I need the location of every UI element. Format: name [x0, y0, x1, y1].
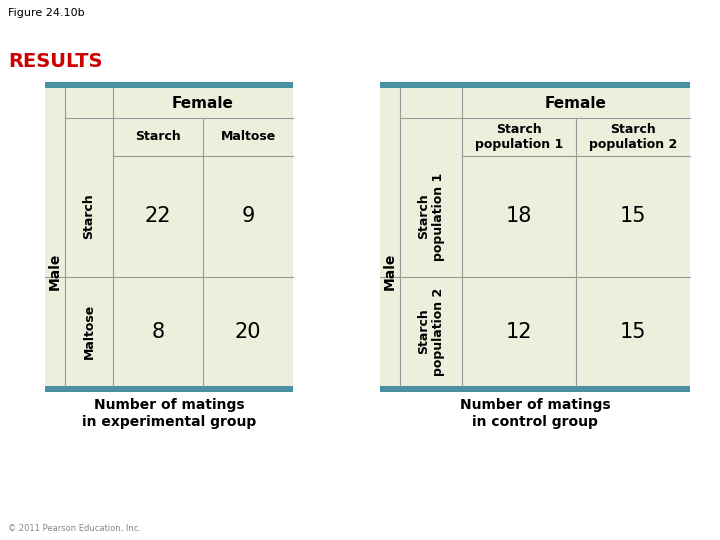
Text: Female: Female [545, 96, 607, 111]
Text: Male: Male [383, 252, 397, 289]
Text: Female: Female [172, 96, 234, 111]
Bar [380, 386, 690, 392]
Text: Number of matings
in control group: Number of matings in control group [459, 398, 611, 429]
Text: Starch
population 2: Starch population 2 [589, 123, 677, 151]
Text: 18: 18 [506, 206, 532, 226]
Text: Male: Male [48, 252, 62, 289]
Text: 12: 12 [505, 321, 532, 341]
Bar [380, 88, 690, 386]
Text: Starch: Starch [135, 131, 181, 144]
Text: Maltose: Maltose [83, 304, 96, 359]
Text: 22: 22 [145, 206, 171, 226]
Text: 15: 15 [620, 321, 647, 341]
Text: Figure 24.10b: Figure 24.10b [8, 8, 85, 18]
Text: Maltose: Maltose [220, 131, 276, 144]
Bar [45, 82, 293, 88]
Text: 15: 15 [620, 206, 647, 226]
Text: RESULTS: RESULTS [8, 52, 102, 71]
Text: 20: 20 [235, 321, 261, 341]
Bar [45, 386, 293, 392]
Text: Starch: Starch [83, 194, 96, 239]
Text: Starch
population 1: Starch population 1 [475, 123, 563, 151]
Text: © 2011 Pearson Education, Inc.: © 2011 Pearson Education, Inc. [8, 524, 141, 533]
Text: 8: 8 [151, 321, 165, 341]
Text: Starch
population 2: Starch population 2 [417, 287, 445, 376]
Text: Starch
population 1: Starch population 1 [417, 172, 445, 261]
Text: Number of matings
in experimental group: Number of matings in experimental group [82, 398, 256, 429]
Bar [380, 82, 690, 88]
Bar [45, 88, 293, 386]
Text: 9: 9 [241, 206, 255, 226]
